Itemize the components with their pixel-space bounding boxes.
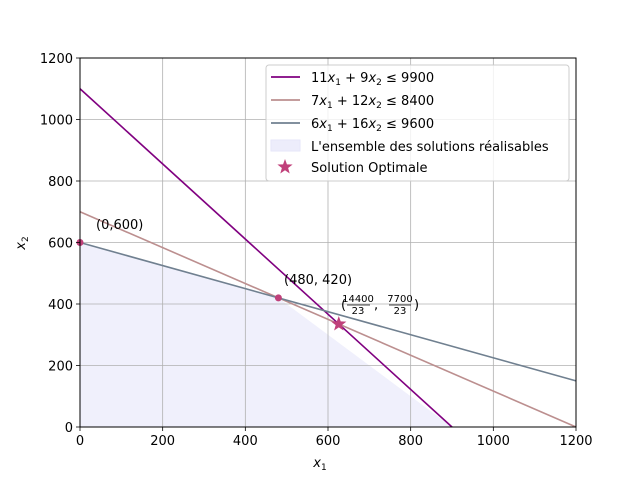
- optimal-label-num2: 7700: [387, 294, 412, 305]
- y-tick-label: 1000: [40, 114, 73, 129]
- x-axis-label: x1: [312, 456, 326, 473]
- legend-label-constraint-1: 11x1 + 9x2 ≤ 9900: [311, 71, 434, 88]
- y-tick-label: 600: [48, 237, 73, 252]
- x-tick-label: 400: [233, 434, 258, 449]
- y-tick-label: 200: [48, 360, 73, 375]
- y-tick-label: 800: [48, 175, 73, 190]
- optimal-label-comma: ,: [374, 298, 378, 313]
- legend-box: [265, 64, 570, 182]
- x-tick-label: 600: [316, 434, 341, 449]
- optimal-label-den1: 23: [352, 306, 365, 317]
- y-tick-label: 0: [65, 421, 73, 436]
- point-label-0-600: (0,600): [96, 218, 143, 233]
- legend: 11x1 + 9x2 ≤ 9900 7x1 + 12x2 ≤ 8400 6x1 …: [265, 64, 570, 182]
- optimal-label-close-paren: ): [414, 298, 419, 313]
- point-label-480-420: (480, 420): [284, 273, 352, 288]
- legend-label-feasible-region: L'ensemble des solutions réalisables: [311, 140, 549, 155]
- constraint-line-3: [79, 241, 577, 382]
- vertex-point-2: [274, 294, 282, 302]
- legend-label-constraint-3: 6x1 + 16x2 ≤ 9600: [311, 117, 434, 134]
- ticks: 0 200 400 600 800 1000 1200 0 200 400 600 800 1000 12…: [40, 52, 593, 449]
- y-tick-label: 400: [48, 298, 73, 313]
- series-lines: [79, 88, 577, 428]
- optimal-label-den2: 23: [394, 306, 407, 317]
- y-axis-label: x2: [14, 236, 31, 250]
- optimal-label-num1: 14400: [342, 294, 374, 305]
- legend-label-optimal: Solution Optimale: [311, 161, 428, 176]
- legend-swatch-optimal-star: [277, 159, 293, 174]
- constraint-line-1: [79, 88, 453, 428]
- feasible-region: [80, 242, 452, 427]
- optimal-point-label: ( 14400 23 , 7700 23 ): [341, 294, 419, 317]
- y-tick-label: 1200: [40, 52, 73, 67]
- x-tick-label: 1200: [559, 434, 592, 449]
- optimal-label-open-paren: (: [341, 298, 346, 313]
- x-tick-label: 1000: [477, 434, 510, 449]
- legend-swatch-feasible-region: [270, 139, 301, 152]
- legend-label-constraint-2: 7x1 + 12x2 ≤ 8400: [311, 94, 434, 111]
- x-tick-label: 200: [150, 434, 175, 449]
- constraint-line-2: [79, 211, 577, 428]
- optimal-star-marker: [331, 316, 347, 331]
- plot-area: 0 200 400 600 800 1000 1200 0 200 400 600 800 1000 12…: [40, 52, 593, 449]
- x-tick-label: 0: [76, 434, 84, 449]
- x-tick-label: 800: [398, 434, 423, 449]
